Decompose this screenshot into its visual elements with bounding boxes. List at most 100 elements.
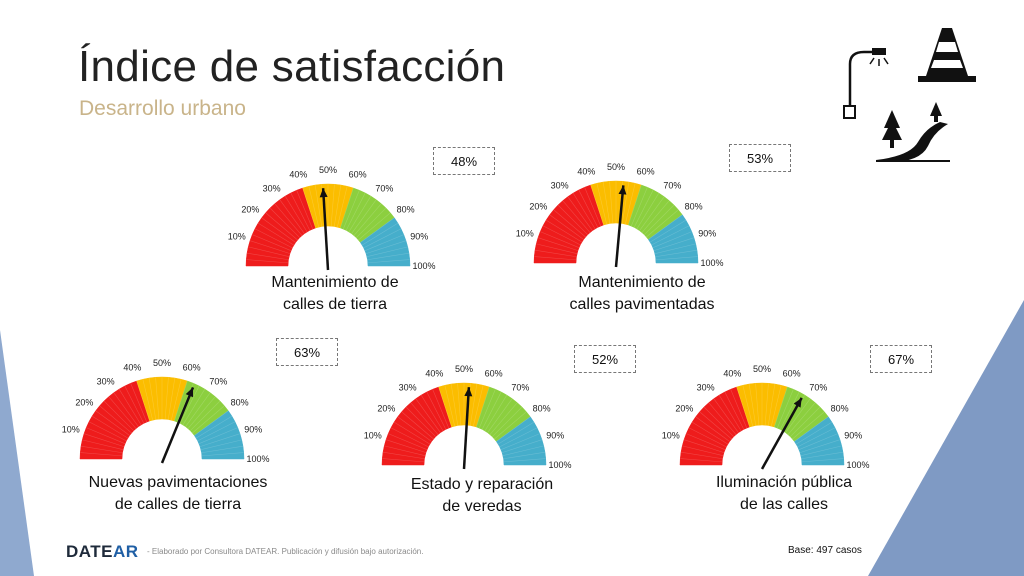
gauge-texture-line bbox=[83, 433, 125, 447]
gauge-tick-label: 40% bbox=[425, 369, 443, 379]
gauge-iluminacion: 10% 20% 30% 40% 50% 60% 70% 80% 90% 100% bbox=[662, 349, 870, 470]
gauge-texture-line bbox=[182, 388, 206, 426]
gauge-tick-label: 50% bbox=[455, 364, 473, 374]
gauge-tick-label: 90% bbox=[244, 424, 262, 434]
gauge-texture-line bbox=[787, 402, 816, 435]
gauge-tick-label: 70% bbox=[511, 382, 529, 392]
gauge-texture-line bbox=[646, 209, 679, 238]
gauge-texture-line bbox=[536, 243, 578, 254]
gauge-tick-label: 10% bbox=[364, 430, 382, 440]
road-trees-icon bbox=[876, 102, 950, 162]
gauge-tick-label: 90% bbox=[410, 231, 428, 241]
value-box: 67% bbox=[870, 345, 932, 373]
gauge-texture-line bbox=[155, 377, 160, 420]
gauge-texture-line bbox=[330, 184, 335, 227]
gauge-label-line: calles de tierra bbox=[282, 296, 388, 313]
gauge-texture-line bbox=[644, 204, 675, 235]
gauge-texture-line bbox=[496, 416, 531, 442]
gauge-texture-line bbox=[534, 256, 577, 261]
gauge-tick-label: 10% bbox=[228, 231, 246, 241]
gauge-needle-head bbox=[618, 185, 627, 195]
gauge-texture-line bbox=[639, 196, 665, 231]
gauge-tick-label: 30% bbox=[97, 376, 115, 386]
gauge-texture-line bbox=[494, 411, 527, 440]
gauge-texture-line bbox=[80, 452, 123, 457]
gauge-texture-line bbox=[113, 392, 139, 427]
gauge-tick-label: 70% bbox=[209, 376, 227, 386]
gauge-tick-label: 10% bbox=[62, 424, 80, 434]
gauge-texture-line bbox=[382, 451, 425, 460]
gauge-texture-line bbox=[450, 383, 459, 426]
gauge-tick-label: 70% bbox=[809, 382, 827, 392]
gauge-texture-line bbox=[366, 246, 408, 257]
gauge-needle bbox=[462, 387, 471, 470]
gauge-texture-line bbox=[432, 389, 449, 429]
gauge-texture-line bbox=[302, 187, 316, 229]
gauge-texture-line bbox=[476, 386, 490, 428]
gauge-texture-line bbox=[364, 234, 404, 251]
gauge-texture-line bbox=[641, 200, 670, 233]
gauge-texture-line bbox=[686, 433, 726, 450]
gauge-label: Mantenimiento de calles pavimentadas bbox=[522, 272, 762, 316]
gauge-label: Mantenimiento de calles de tierra bbox=[215, 272, 455, 316]
gauge-texture-line bbox=[481, 391, 502, 430]
gauge-texture-line bbox=[397, 416, 432, 442]
gauge-texture-line bbox=[683, 439, 725, 453]
gauge-texture-line bbox=[130, 383, 147, 423]
gauge-texture-line bbox=[764, 383, 769, 426]
gauge-texture-line bbox=[797, 427, 836, 448]
gauge-segment bbox=[199, 433, 245, 460]
gauge-texture-line bbox=[545, 219, 583, 243]
gauge-texture-line bbox=[360, 217, 395, 243]
datear-logo: DATEAR bbox=[66, 542, 139, 562]
gauge-texture-line bbox=[199, 433, 241, 447]
gauge-texture-line bbox=[562, 200, 591, 233]
logo-accent: AR bbox=[113, 542, 139, 561]
gauge-texture-line bbox=[736, 386, 750, 428]
gauge-texture-line bbox=[405, 406, 436, 437]
gauge-texture-line bbox=[348, 195, 372, 233]
gauge-texture-line bbox=[487, 398, 513, 433]
gauge-texture-line bbox=[799, 439, 841, 453]
gauge-texture-line bbox=[777, 389, 794, 429]
gauge-tick-label: 40% bbox=[289, 170, 307, 180]
gauge-texture-line bbox=[308, 186, 319, 228]
gauge-texture-line bbox=[118, 388, 142, 426]
gauge-texture-line bbox=[628, 184, 642, 226]
gauge-tick-label: 20% bbox=[529, 202, 547, 212]
gauge-tick-label: 100% bbox=[246, 454, 269, 464]
gauge-tick-label: 60% bbox=[349, 170, 367, 180]
gauge-texture-line bbox=[201, 452, 244, 457]
gauge-texture-line bbox=[365, 240, 407, 254]
gauge-needle bbox=[614, 185, 625, 268]
footer-note: - Elaborado por Consultora DATEAR. Publi… bbox=[147, 547, 424, 556]
gauge-nuevas-pavimentaciones: 10% 20% 30% 40% 50% 60% 70% 80% 90% 100% bbox=[62, 343, 270, 464]
gauge-texture-line bbox=[680, 458, 723, 463]
gauge-texture-line bbox=[187, 396, 216, 429]
gauge-texture-line bbox=[798, 433, 838, 450]
gauge-texture-line bbox=[779, 391, 800, 430]
gauge-texture-line bbox=[691, 421, 729, 445]
gauge-texture-line bbox=[296, 190, 313, 230]
value-box: 52% bbox=[574, 345, 636, 373]
gauge-needle-head bbox=[464, 387, 473, 397]
gauge-mantenimiento-tierra: 10% 20% 30% 40% 50% 60% 70% 80% 90% 100% bbox=[228, 150, 436, 271]
gauge-texture-line bbox=[179, 385, 200, 424]
gauge-tick-label: 50% bbox=[753, 364, 771, 374]
gauge-mantenimiento-pavimentadas: 10% 20% 30% 40% 50% 60% 70% 80% 90% 100% bbox=[516, 147, 724, 268]
gauge-tick-label: 20% bbox=[241, 205, 259, 215]
gauge-label-line: Mantenimiento de bbox=[578, 274, 706, 291]
gauge-texture-line bbox=[279, 199, 305, 234]
page-subtitle: Desarrollo urbano bbox=[79, 97, 246, 120]
gauge-tick-label: 100% bbox=[548, 460, 571, 470]
gauge-tick-label: 10% bbox=[662, 430, 680, 440]
gauge-texture-line bbox=[774, 386, 788, 428]
gauge-texture-line bbox=[501, 439, 543, 453]
gauge-texture-line bbox=[503, 458, 546, 463]
gauge-texture-line bbox=[549, 214, 584, 240]
gauge-texture-line bbox=[484, 394, 508, 432]
gauge-texture-line bbox=[748, 383, 757, 426]
gauge-texture-line bbox=[284, 195, 308, 233]
gauge-texture-line bbox=[795, 421, 833, 445]
gauge-texture-line bbox=[801, 451, 844, 460]
